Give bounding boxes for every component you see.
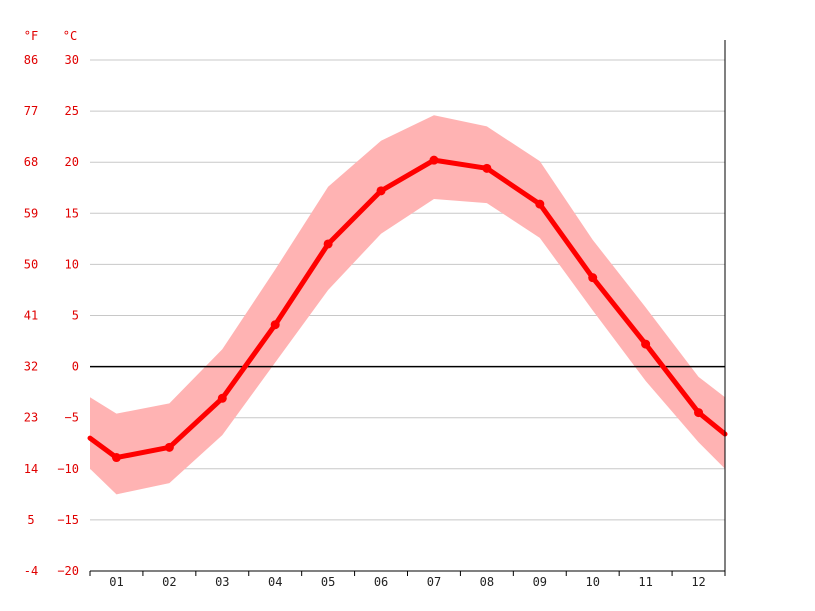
x-tick-label: 08 [480, 575, 494, 589]
range-band [90, 115, 725, 495]
y-tick-label-c: −20 [57, 564, 79, 578]
y-tick-label-f: 50 [24, 257, 38, 271]
x-tick-label: 12 [691, 575, 705, 589]
series-line [87, 157, 728, 461]
y-tick-label-f: 77 [24, 104, 38, 118]
celsius-unit-label: °C [63, 29, 77, 43]
y-tick-label-f: 59 [24, 206, 38, 220]
y-tick-label-c: 10 [65, 257, 79, 271]
x-tick-label: 05 [321, 575, 335, 589]
y-tick-label-c: −15 [57, 513, 79, 527]
data-point [694, 408, 704, 418]
data-point [588, 273, 598, 283]
data-point [270, 320, 280, 330]
data-point [535, 199, 545, 209]
y-tick-label-c: −10 [57, 462, 79, 476]
y-tick-label-c: 30 [65, 53, 79, 67]
y-tick-label-c: −5 [65, 411, 79, 425]
y-tick-label-f: 23 [24, 411, 38, 425]
y-tick-label-f: 5 [27, 513, 34, 527]
x-tick-label: 07 [427, 575, 441, 589]
y-tick-label-c: 5 [72, 309, 79, 323]
data-point [164, 442, 174, 452]
x-tick-label: 03 [215, 575, 229, 589]
temperature-line [87, 155, 728, 463]
x-tick-label: 09 [533, 575, 547, 589]
fahrenheit-unit-label: °F [24, 29, 38, 43]
y-tick-label-f: 32 [24, 360, 38, 374]
y-tick-label-f: 14 [24, 462, 38, 476]
tick-labels: °F °C 86 30 77 25 68 20 59 15 50 10 41 5 32 0 23 −5 14 −10 5… [24, 29, 706, 589]
y-tick-label-c: 0 [72, 360, 79, 374]
x-tick-label: 10 [585, 575, 599, 589]
x-tick-label: 11 [638, 575, 652, 589]
y-tick-label-c: 20 [65, 155, 79, 169]
data-point [323, 239, 333, 249]
temperature-range-band [90, 115, 725, 495]
x-tick-label: 02 [162, 575, 176, 589]
y-tick-label-f: 68 [24, 155, 38, 169]
x-tick-label: 06 [374, 575, 388, 589]
data-point [376, 186, 386, 196]
y-tick-label-f: 41 [24, 309, 38, 323]
data-point [111, 453, 121, 463]
data-point [429, 155, 439, 165]
data-point [217, 393, 227, 403]
y-tick-label-f: 86 [24, 53, 38, 67]
y-tick-label-c: 25 [65, 104, 79, 118]
y-tick-label-c: 15 [65, 206, 79, 220]
axes [89, 40, 726, 576]
data-point [482, 163, 492, 173]
x-tick-label: 04 [268, 575, 282, 589]
x-tick-label: 01 [109, 575, 123, 589]
y-tick-label-f: -4 [24, 564, 38, 578]
data-point [641, 339, 651, 349]
